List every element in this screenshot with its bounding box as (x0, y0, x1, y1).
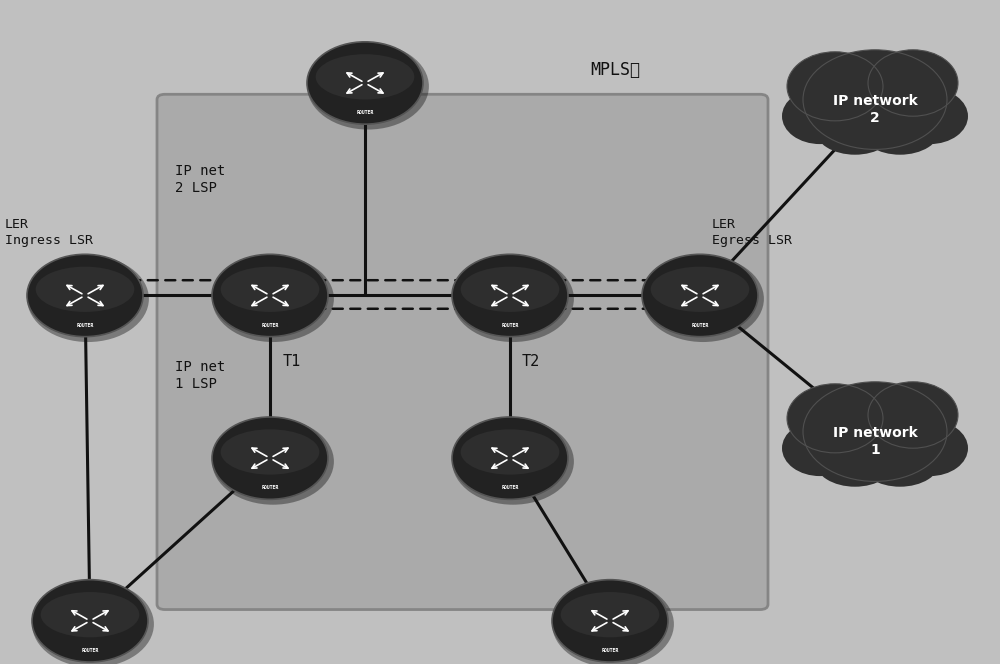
Ellipse shape (651, 267, 749, 312)
Ellipse shape (452, 417, 568, 499)
Ellipse shape (642, 256, 764, 342)
Text: T1: T1 (283, 355, 301, 369)
Ellipse shape (316, 54, 414, 100)
FancyBboxPatch shape (157, 94, 768, 610)
Ellipse shape (868, 382, 958, 448)
Ellipse shape (815, 104, 895, 155)
Ellipse shape (868, 50, 958, 116)
Ellipse shape (41, 592, 139, 637)
Ellipse shape (860, 104, 940, 155)
Text: IP net
2 LSP: IP net 2 LSP (175, 163, 225, 195)
Text: ROUTER: ROUTER (356, 110, 374, 115)
Text: T2: T2 (522, 355, 540, 369)
Ellipse shape (307, 43, 429, 129)
Ellipse shape (452, 418, 574, 505)
Text: ROUTER: ROUTER (261, 485, 279, 490)
Ellipse shape (32, 581, 154, 664)
Text: ROUTER: ROUTER (501, 485, 519, 490)
Text: LER
Egress LSR: LER Egress LSR (712, 218, 792, 247)
Ellipse shape (892, 88, 968, 144)
Text: IP network
1: IP network 1 (833, 426, 917, 457)
Text: ROUTER: ROUTER (601, 648, 619, 653)
Ellipse shape (221, 430, 319, 475)
Ellipse shape (32, 580, 148, 662)
Ellipse shape (212, 254, 328, 337)
Ellipse shape (27, 254, 143, 337)
Ellipse shape (803, 382, 947, 481)
Ellipse shape (803, 50, 947, 149)
Ellipse shape (787, 52, 883, 121)
Ellipse shape (307, 42, 423, 124)
Ellipse shape (452, 254, 568, 337)
Ellipse shape (212, 256, 334, 342)
Text: ROUTER: ROUTER (81, 648, 99, 653)
Text: ROUTER: ROUTER (691, 323, 709, 327)
Ellipse shape (860, 436, 940, 487)
Ellipse shape (212, 417, 328, 499)
Ellipse shape (552, 581, 674, 664)
Ellipse shape (815, 436, 895, 487)
Ellipse shape (782, 420, 858, 476)
Ellipse shape (461, 267, 559, 312)
Text: IP network
2: IP network 2 (833, 94, 917, 125)
Ellipse shape (452, 256, 574, 342)
Ellipse shape (642, 254, 758, 337)
Ellipse shape (892, 420, 968, 476)
Ellipse shape (552, 580, 668, 662)
Ellipse shape (36, 267, 134, 312)
Text: IP net
1 LSP: IP net 1 LSP (175, 359, 225, 391)
Ellipse shape (561, 592, 659, 637)
Ellipse shape (787, 384, 883, 453)
Ellipse shape (27, 256, 149, 342)
Text: ROUTER: ROUTER (76, 323, 94, 327)
Ellipse shape (782, 88, 858, 144)
Text: MPLS域: MPLS域 (590, 60, 640, 79)
Ellipse shape (221, 267, 319, 312)
Text: LER
Ingress LSR: LER Ingress LSR (5, 218, 93, 247)
Ellipse shape (461, 430, 559, 475)
Text: ROUTER: ROUTER (261, 323, 279, 327)
Text: ROUTER: ROUTER (501, 323, 519, 327)
Ellipse shape (212, 418, 334, 505)
